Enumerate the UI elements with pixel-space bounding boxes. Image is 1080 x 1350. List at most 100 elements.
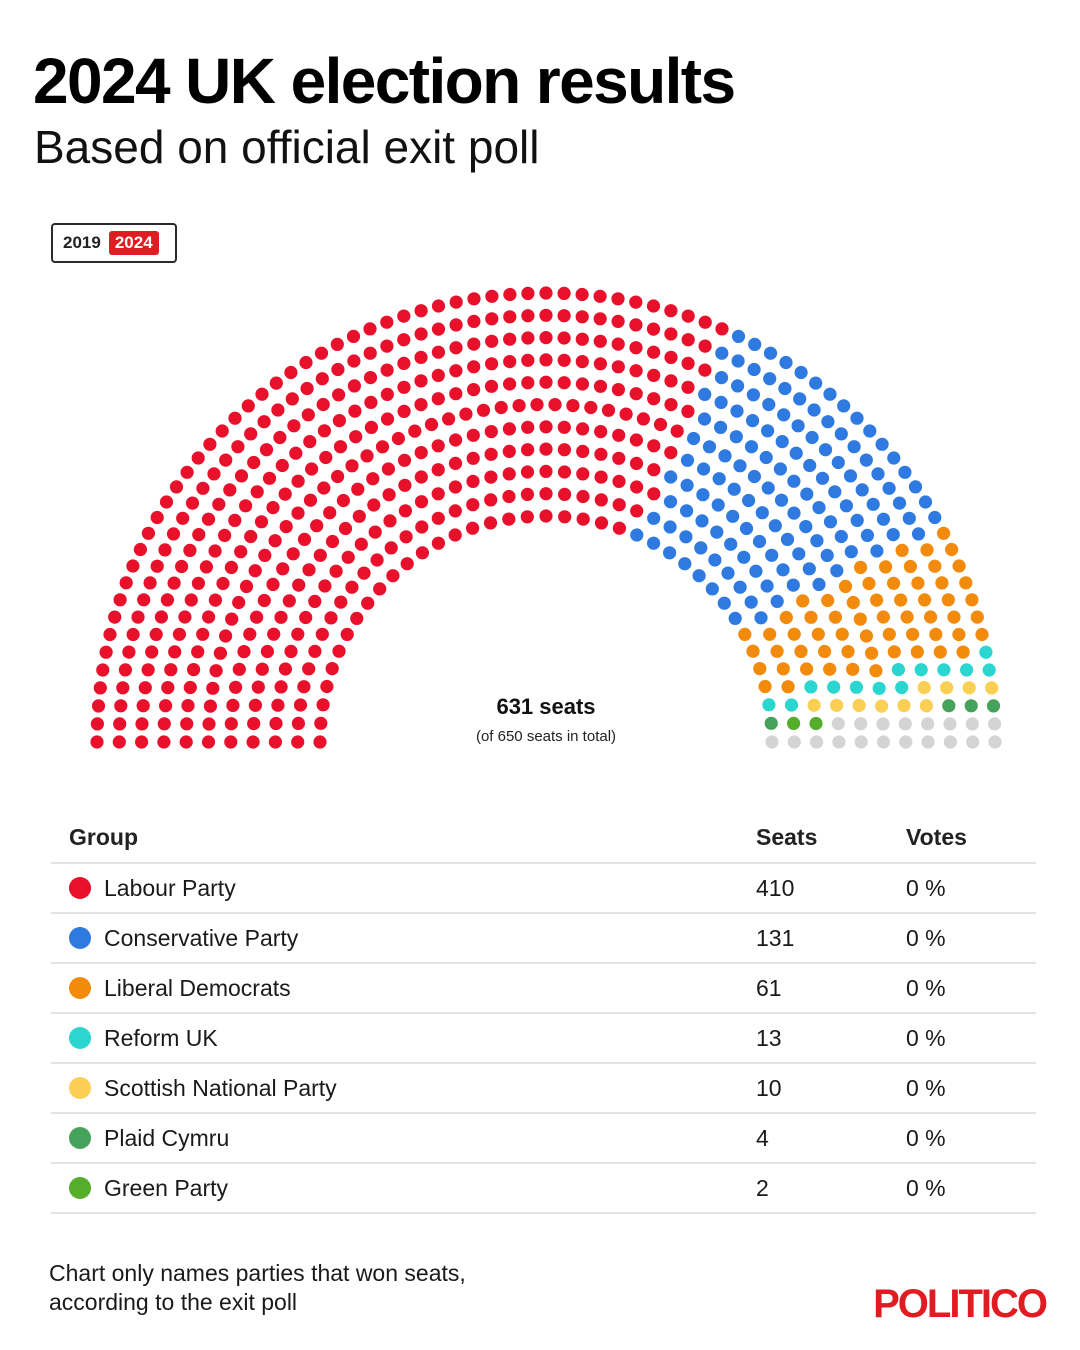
seat-dot bbox=[431, 463, 445, 477]
seat-dot bbox=[287, 419, 301, 433]
seat-dot bbox=[503, 287, 517, 302]
seat-dot bbox=[289, 446, 303, 460]
seat-dot bbox=[800, 487, 814, 501]
seat-dot bbox=[207, 467, 221, 481]
party-seats: 2 bbox=[756, 1174, 769, 1201]
seat-dot bbox=[753, 662, 767, 676]
seat-dot bbox=[199, 560, 213, 574]
seat-dot bbox=[373, 582, 387, 596]
party-seats: 61 bbox=[756, 974, 782, 1001]
seat-dot bbox=[466, 521, 480, 535]
seat-dot bbox=[502, 422, 516, 436]
seat-dot bbox=[859, 453, 873, 467]
seat-dot bbox=[381, 462, 395, 476]
seat-dot bbox=[484, 447, 498, 461]
seat-dot bbox=[839, 499, 854, 513]
seat-dot bbox=[726, 509, 740, 523]
seat-dot bbox=[103, 627, 117, 642]
seat-dot bbox=[935, 576, 949, 590]
seat-dot bbox=[727, 482, 741, 496]
footnote-line-1: Chart only names parties that won seats, bbox=[49, 1260, 466, 1286]
seat-dot bbox=[126, 627, 140, 642]
seat-dot bbox=[239, 579, 254, 593]
seat-dot bbox=[380, 339, 394, 353]
seat-dot bbox=[702, 440, 717, 454]
seat-dot bbox=[248, 698, 262, 712]
seat-dot bbox=[175, 559, 189, 574]
seat-dot bbox=[138, 681, 152, 695]
seat-dot bbox=[168, 645, 182, 659]
seat-dot bbox=[871, 467, 885, 481]
seat-dot bbox=[203, 437, 217, 451]
seat-dot bbox=[260, 644, 274, 659]
seat-dot bbox=[646, 299, 661, 313]
seat-dot bbox=[647, 368, 661, 382]
seat-dot bbox=[258, 548, 272, 562]
seat-dot bbox=[494, 400, 508, 415]
seat-dot bbox=[557, 309, 571, 323]
seat-dot bbox=[166, 527, 181, 541]
header-group: Group bbox=[69, 823, 138, 850]
seat-dot bbox=[248, 564, 262, 578]
seat-dot bbox=[336, 493, 350, 508]
seat-dot bbox=[731, 379, 745, 393]
seat-dot bbox=[276, 562, 290, 576]
header-votes: Votes bbox=[906, 823, 967, 850]
seat-dot bbox=[784, 698, 799, 712]
seat-dot bbox=[629, 387, 643, 401]
seat-dot bbox=[300, 381, 314, 396]
year-option-2019[interactable]: 2019 bbox=[63, 233, 101, 252]
seat-dot bbox=[854, 717, 868, 731]
seat-dot bbox=[681, 333, 695, 347]
seat-dot bbox=[251, 680, 265, 694]
seat-dot bbox=[779, 610, 793, 625]
seat-dot bbox=[183, 543, 197, 557]
seat-dot bbox=[90, 717, 104, 731]
seat-dot bbox=[747, 469, 762, 484]
seat-dot bbox=[747, 362, 761, 377]
seat-dot bbox=[796, 594, 810, 608]
year-option-2024[interactable]: 2024 bbox=[108, 231, 159, 255]
seat-dot bbox=[966, 735, 980, 749]
seat-dot bbox=[131, 610, 145, 624]
seat-dot bbox=[900, 610, 914, 624]
seat-dot bbox=[664, 446, 678, 460]
seat-dot bbox=[823, 387, 837, 401]
year-toggle[interactable]: 2019 2024 bbox=[51, 223, 177, 263]
seat-dot bbox=[611, 383, 626, 397]
seat-dot bbox=[918, 593, 932, 607]
seat-dot bbox=[234, 469, 249, 483]
seat-dot bbox=[611, 314, 625, 328]
seat-dot bbox=[539, 375, 553, 389]
seat-dot bbox=[694, 541, 708, 555]
seat-dot bbox=[348, 404, 362, 418]
seat-dot bbox=[593, 312, 607, 326]
seat-dot bbox=[448, 528, 462, 542]
seat-dot bbox=[347, 354, 361, 368]
seat-dot bbox=[792, 547, 806, 561]
party-color-dot bbox=[69, 927, 91, 949]
seat-dot bbox=[448, 504, 462, 518]
seat-dot bbox=[765, 548, 779, 562]
seat-dot bbox=[594, 470, 608, 484]
seat-dot bbox=[952, 559, 966, 573]
seat-dot bbox=[970, 610, 984, 624]
seat-dot bbox=[787, 735, 801, 749]
seat-dot bbox=[320, 679, 334, 694]
seat-dot bbox=[224, 717, 238, 731]
seat-dot bbox=[558, 487, 572, 501]
seat-dot bbox=[835, 627, 849, 641]
seat-dot bbox=[653, 417, 668, 432]
seat-dot bbox=[737, 550, 751, 564]
seat-dot bbox=[548, 398, 562, 412]
seat-dot bbox=[576, 489, 590, 504]
seat-dot bbox=[380, 387, 394, 401]
seat-dot bbox=[539, 464, 553, 478]
seat-dot bbox=[398, 478, 412, 492]
seat-dot bbox=[352, 509, 366, 523]
seat-dot bbox=[800, 662, 814, 676]
seat-dot bbox=[126, 559, 140, 573]
seat-dot bbox=[730, 404, 744, 418]
seat-dot bbox=[93, 681, 107, 695]
seat-dot bbox=[647, 536, 661, 550]
